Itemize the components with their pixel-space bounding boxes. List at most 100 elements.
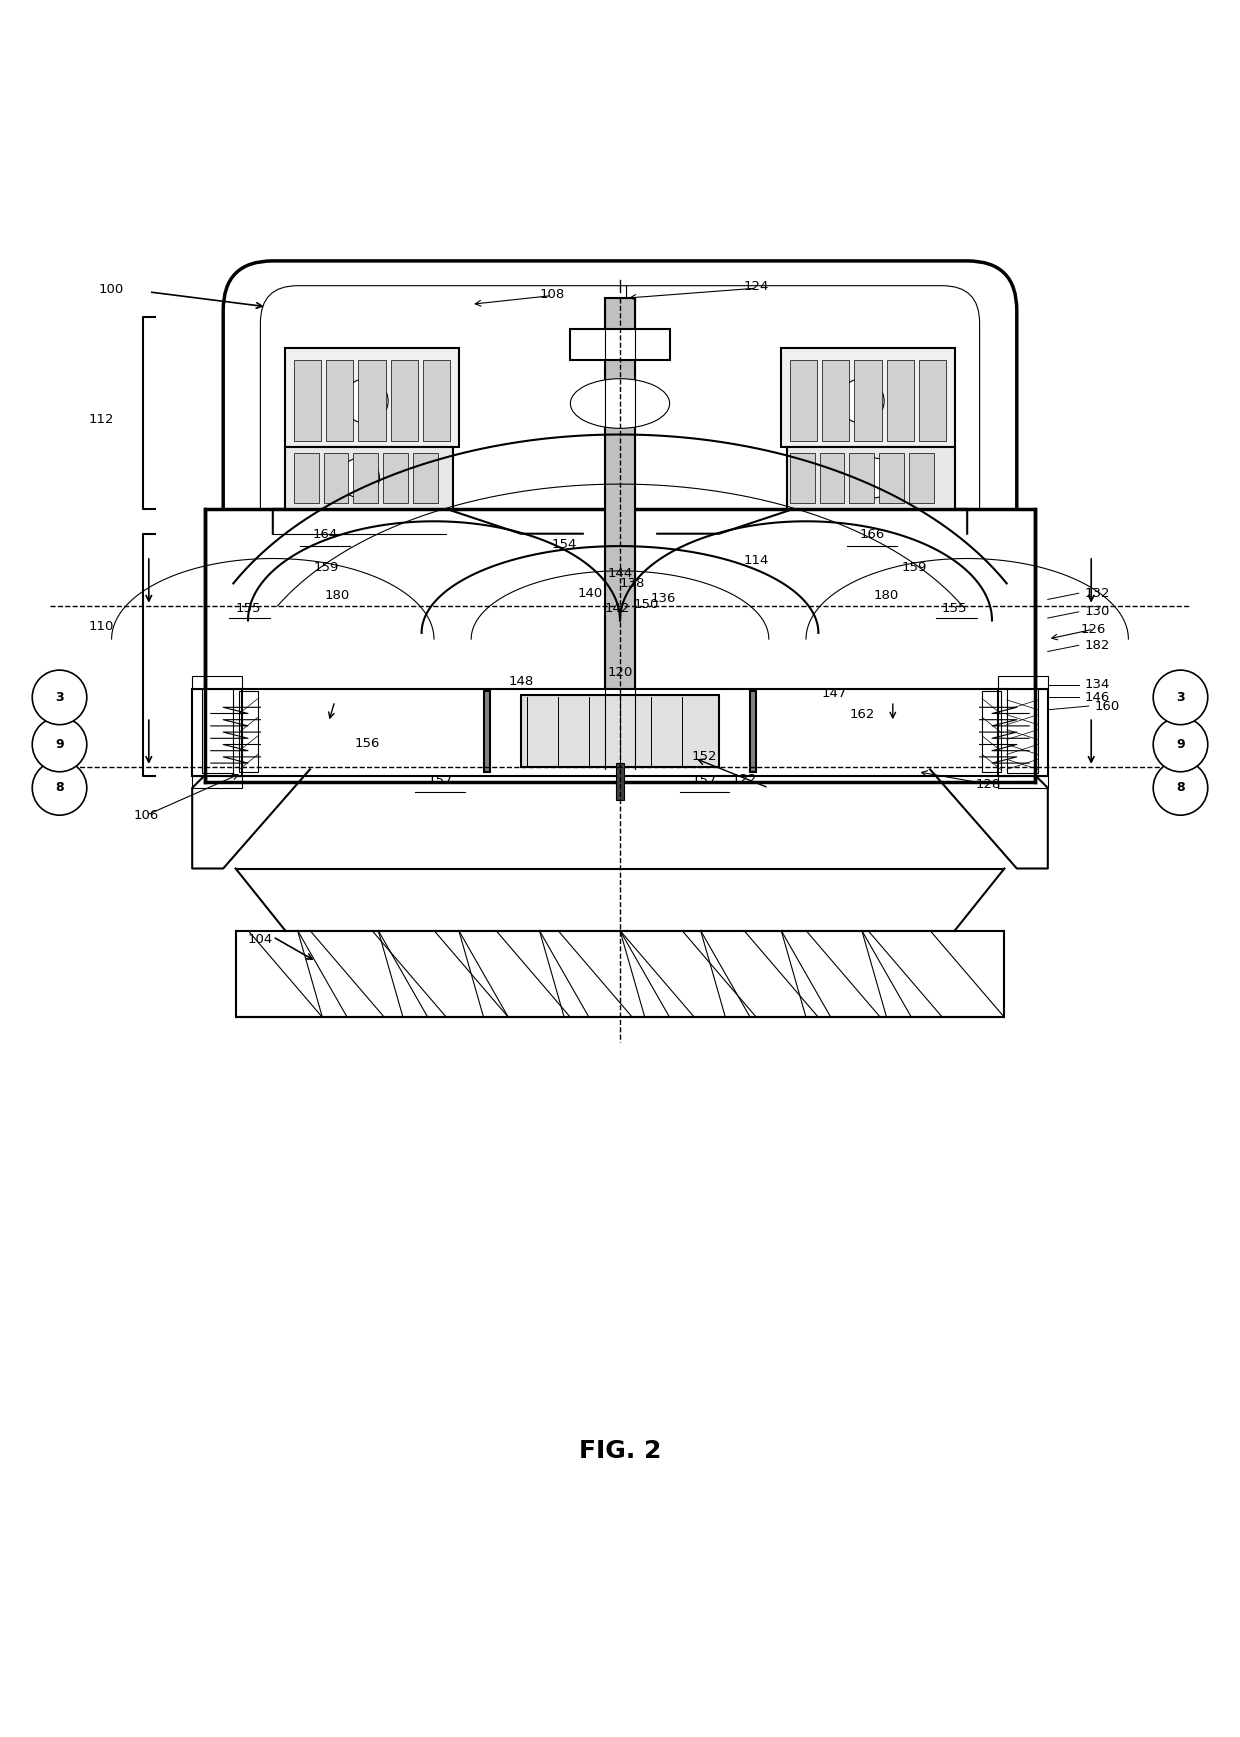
Text: 154: 154: [552, 538, 577, 551]
Bar: [294, 360, 321, 441]
Text: 110: 110: [89, 620, 114, 634]
Bar: [787, 446, 955, 509]
Text: 157: 157: [692, 775, 717, 787]
Text: 130: 130: [1085, 604, 1110, 618]
Bar: [324, 453, 348, 502]
Bar: [998, 688, 1048, 775]
Bar: [570, 328, 670, 360]
Text: 152: 152: [692, 750, 717, 763]
Bar: [192, 688, 242, 775]
Bar: [391, 360, 418, 441]
FancyBboxPatch shape: [260, 285, 980, 571]
Text: 106: 106: [134, 809, 159, 822]
Bar: [616, 763, 624, 801]
Bar: [854, 360, 882, 441]
Text: 3: 3: [56, 691, 63, 703]
Text: 8: 8: [1177, 782, 1184, 794]
Text: 155: 155: [236, 601, 260, 615]
Circle shape: [340, 459, 379, 499]
Bar: [605, 299, 635, 769]
Bar: [790, 360, 817, 441]
Circle shape: [1153, 670, 1208, 724]
Bar: [353, 453, 378, 502]
Text: 144: 144: [608, 566, 632, 580]
Bar: [750, 691, 756, 771]
Circle shape: [854, 459, 894, 499]
Text: 164: 164: [312, 528, 337, 542]
Text: 155: 155: [942, 601, 967, 615]
Bar: [358, 360, 386, 441]
Text: FIG. 2: FIG. 2: [579, 1440, 661, 1463]
Bar: [521, 695, 719, 766]
Text: 182: 182: [1085, 639, 1110, 651]
Text: 114: 114: [744, 554, 769, 568]
Text: 148: 148: [508, 674, 533, 688]
Text: 108: 108: [539, 288, 564, 301]
Circle shape: [1153, 717, 1208, 771]
Text: 146: 146: [1085, 691, 1110, 703]
Bar: [192, 676, 242, 688]
Bar: [294, 453, 319, 502]
Circle shape: [32, 761, 87, 815]
Text: 142: 142: [605, 601, 630, 615]
Circle shape: [1153, 761, 1208, 815]
Text: 132: 132: [1085, 587, 1110, 599]
Bar: [849, 453, 874, 502]
Text: 134: 134: [1085, 679, 1110, 691]
Text: 112: 112: [89, 413, 114, 426]
Text: 122: 122: [732, 773, 756, 785]
Text: 156: 156: [355, 736, 379, 750]
Bar: [879, 453, 904, 502]
Text: 3: 3: [1177, 691, 1184, 703]
Text: 147: 147: [822, 688, 847, 700]
Text: 8: 8: [56, 782, 63, 794]
Bar: [887, 360, 914, 441]
Circle shape: [343, 379, 388, 424]
Text: 159: 159: [314, 561, 339, 573]
Text: 9: 9: [56, 738, 63, 750]
Text: 162: 162: [849, 709, 874, 721]
Bar: [413, 453, 438, 502]
Bar: [998, 775, 1048, 789]
FancyBboxPatch shape: [223, 261, 1017, 596]
Text: 128: 128: [976, 778, 1001, 790]
Bar: [239, 691, 258, 771]
Text: 160: 160: [1095, 700, 1120, 712]
Text: 180: 180: [325, 589, 350, 603]
Bar: [326, 360, 353, 441]
Text: 140: 140: [578, 587, 603, 599]
Text: 159: 159: [901, 561, 926, 573]
Bar: [820, 453, 844, 502]
Text: 100: 100: [99, 283, 124, 295]
Bar: [919, 360, 946, 441]
Bar: [285, 446, 453, 509]
Bar: [982, 691, 1001, 771]
Bar: [423, 360, 450, 441]
Bar: [909, 453, 934, 502]
Bar: [998, 676, 1048, 688]
Bar: [192, 775, 242, 789]
Circle shape: [32, 717, 87, 771]
Text: 166: 166: [859, 528, 884, 542]
Ellipse shape: [570, 379, 670, 429]
Circle shape: [839, 379, 884, 424]
Text: 124: 124: [744, 280, 769, 294]
Text: 150: 150: [634, 598, 658, 611]
Text: 180: 180: [874, 589, 899, 603]
Polygon shape: [236, 868, 1004, 931]
Bar: [790, 453, 815, 502]
Text: 120: 120: [608, 665, 632, 679]
Text: 138: 138: [620, 577, 645, 591]
Circle shape: [32, 670, 87, 724]
Bar: [383, 453, 408, 502]
Text: 104: 104: [248, 933, 273, 945]
Bar: [202, 688, 233, 773]
Bar: [285, 347, 459, 446]
Text: 126: 126: [1081, 622, 1106, 636]
Bar: [484, 691, 490, 771]
Bar: [205, 509, 1035, 782]
Bar: [822, 360, 849, 441]
Text: 9: 9: [1177, 738, 1184, 750]
Bar: [1007, 688, 1038, 773]
Text: 136: 136: [651, 592, 676, 604]
